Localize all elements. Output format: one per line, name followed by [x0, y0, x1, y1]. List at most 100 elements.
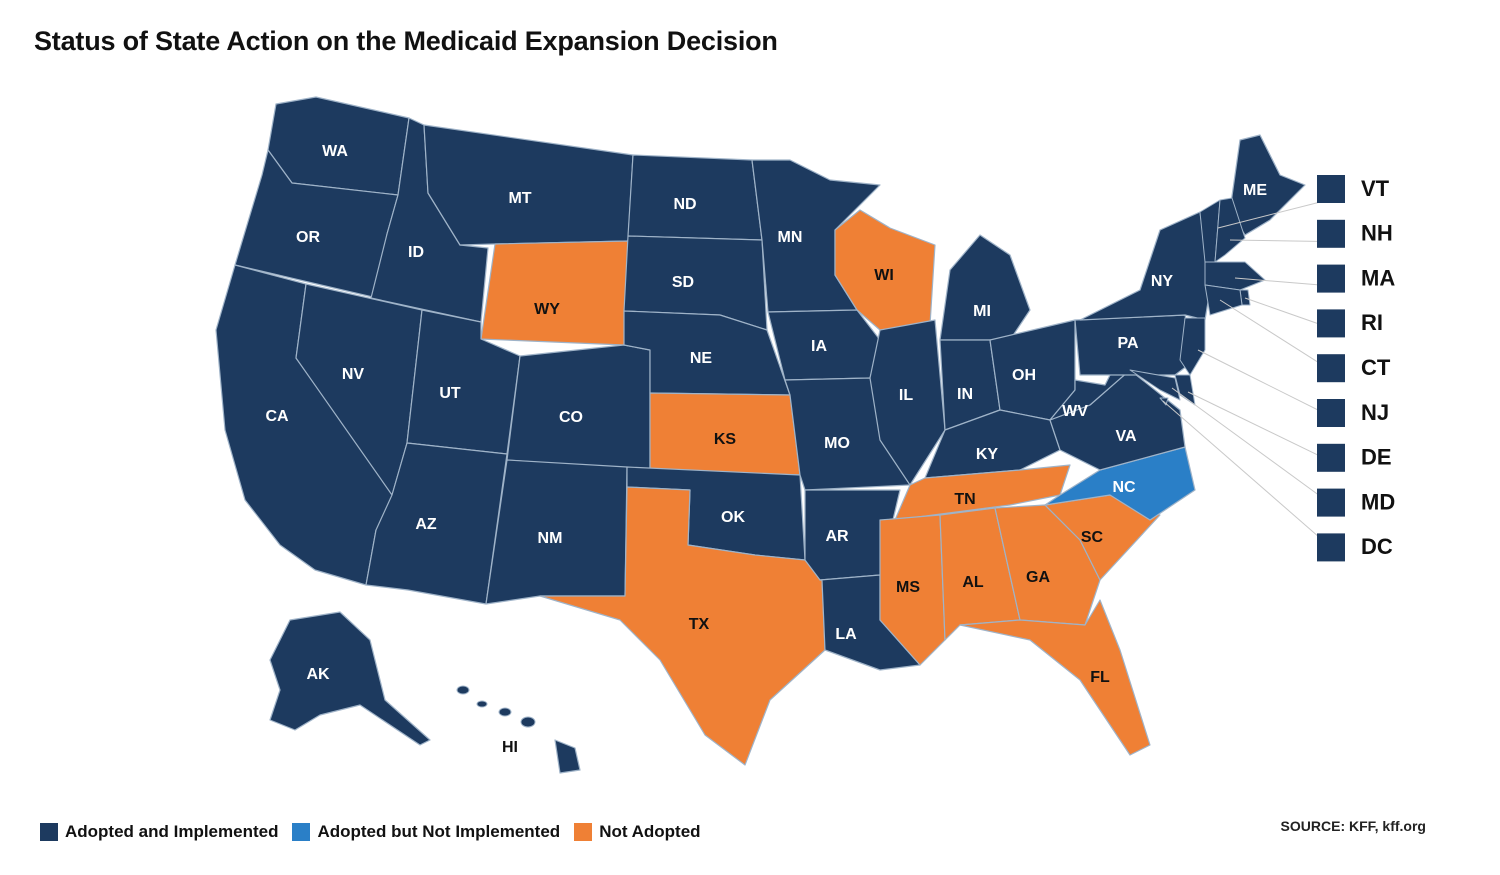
callout-box-dc [1317, 533, 1345, 562]
callout-label-vt: VT [1361, 176, 1390, 201]
legend-swatch-adopted [40, 823, 58, 841]
state-label-ny: NY [1151, 273, 1174, 290]
state-label-va: VA [1115, 428, 1136, 445]
state-hi-island [520, 716, 536, 728]
state-az [365, 442, 508, 605]
state-label-sd: SD [672, 274, 694, 291]
callout-label-ct: CT [1361, 355, 1391, 380]
state-label-mo: MO [824, 435, 850, 452]
state-label-mt: MT [508, 190, 531, 207]
state-mi [939, 234, 1031, 341]
state-label-ia: IA [811, 338, 827, 355]
state-label-nd: ND [673, 196, 696, 213]
state-label-ne: NE [690, 350, 713, 367]
callout-label-nh: NH [1361, 221, 1393, 246]
callout-label-dc: DC [1361, 534, 1393, 559]
state-label-me: ME [1243, 182, 1267, 199]
state-label-mn: MN [778, 229, 803, 246]
callout-label-nj: NJ [1361, 400, 1389, 425]
state-hi-island [456, 685, 470, 695]
state-hi-island [476, 700, 488, 708]
state-label-nc: NC [1112, 479, 1136, 496]
state-ct [1204, 284, 1243, 316]
callout-box-ct [1317, 354, 1345, 383]
source-note: SOURCE: KFF, kff.org [1280, 818, 1426, 834]
state-label-hi: HI [502, 739, 518, 756]
legend-label-adopted: Adopted and Implemented [65, 822, 279, 841]
state-label-fl: FL [1090, 669, 1110, 686]
callout-box-vt [1317, 175, 1345, 203]
callout-line-md [1171, 387, 1341, 512]
callout-box-ri [1317, 309, 1345, 338]
state-label-ca: CA [265, 408, 289, 425]
callout-line-nj [1197, 349, 1341, 422]
legend-label-not-adopted: Not Adopted [599, 822, 701, 841]
callout-box-nj [1317, 399, 1345, 427]
callout-box-nh [1317, 219, 1345, 248]
callout-label-md: MD [1361, 489, 1395, 514]
state-hi [554, 739, 581, 774]
state-label-ms: MS [896, 579, 920, 596]
state-label-tn: TN [954, 491, 975, 508]
state-wy [480, 240, 629, 346]
state-label-ok: OK [721, 509, 745, 526]
legend-label-not-implemented: Adopted but Not Implemented [317, 822, 561, 841]
state-label-id: ID [408, 244, 424, 261]
callout-label-ma: MA [1361, 265, 1395, 290]
legend-item-not-implemented: Adopted but Not Implemented [292, 822, 560, 842]
callout-line-dc [1162, 400, 1341, 556]
state-label-wi: WI [874, 267, 894, 284]
state-label-ut: UT [439, 385, 461, 402]
state-label-nm: NM [538, 530, 563, 547]
state-label-ak: AK [306, 666, 330, 683]
callout-box-de [1317, 443, 1345, 472]
legend: Adopted and Implemented Adopted but Not … [40, 822, 701, 842]
callout-line-de [1187, 391, 1341, 467]
legend-swatch-not-implemented [292, 823, 311, 841]
state-ak [269, 611, 431, 746]
legend-swatch-not-adopted [574, 823, 593, 841]
state-nj [1179, 317, 1206, 376]
state-label-az: AZ [415, 516, 437, 533]
state-label-la: LA [835, 626, 857, 643]
state-label-tx: TX [689, 616, 710, 633]
callout-box-ma [1317, 264, 1345, 293]
state-co [506, 344, 651, 471]
state-label-in: IN [957, 386, 973, 403]
state-label-sc: SC [1081, 529, 1104, 546]
state-mt [423, 124, 634, 246]
state-label-wy: WY [534, 301, 560, 318]
state-label-or: OR [296, 229, 320, 246]
callout-label-de: DE [1361, 445, 1392, 470]
state-wv [1049, 369, 1131, 421]
state-label-wv: WV [1062, 403, 1088, 420]
map-title: Status of State Action on the Medicaid E… [34, 26, 778, 56]
legend-item-not-adopted: Not Adopted [574, 822, 701, 842]
state-nh [1214, 197, 1246, 263]
state-label-pa: PA [1117, 335, 1138, 352]
state-fl [959, 599, 1151, 756]
state-label-ky: KY [976, 446, 999, 463]
callout-box-md [1317, 488, 1345, 517]
state-ms [879, 514, 946, 666]
state-label-ar: AR [825, 528, 849, 545]
state-label-al: AL [962, 574, 984, 591]
state-tx [539, 486, 826, 766]
state-label-co: CO [559, 409, 583, 426]
state-md [1129, 369, 1181, 401]
state-label-il: IL [899, 387, 913, 404]
state-me [1229, 134, 1306, 236]
state-hi-island [498, 707, 512, 717]
state-ma [1204, 261, 1266, 291]
state-label-wa: WA [322, 143, 348, 160]
state-label-mi: MI [973, 303, 991, 320]
state-ny [1079, 211, 1211, 321]
state-label-ga: GA [1026, 569, 1050, 586]
state-label-nv: NV [342, 366, 365, 383]
legend-item-adopted: Adopted and Implemented [40, 822, 278, 842]
callout-label-ri: RI [1361, 310, 1383, 335]
state-label-oh: OH [1012, 367, 1036, 384]
state-tn [894, 464, 1071, 521]
state-label-ks: KS [714, 431, 737, 448]
